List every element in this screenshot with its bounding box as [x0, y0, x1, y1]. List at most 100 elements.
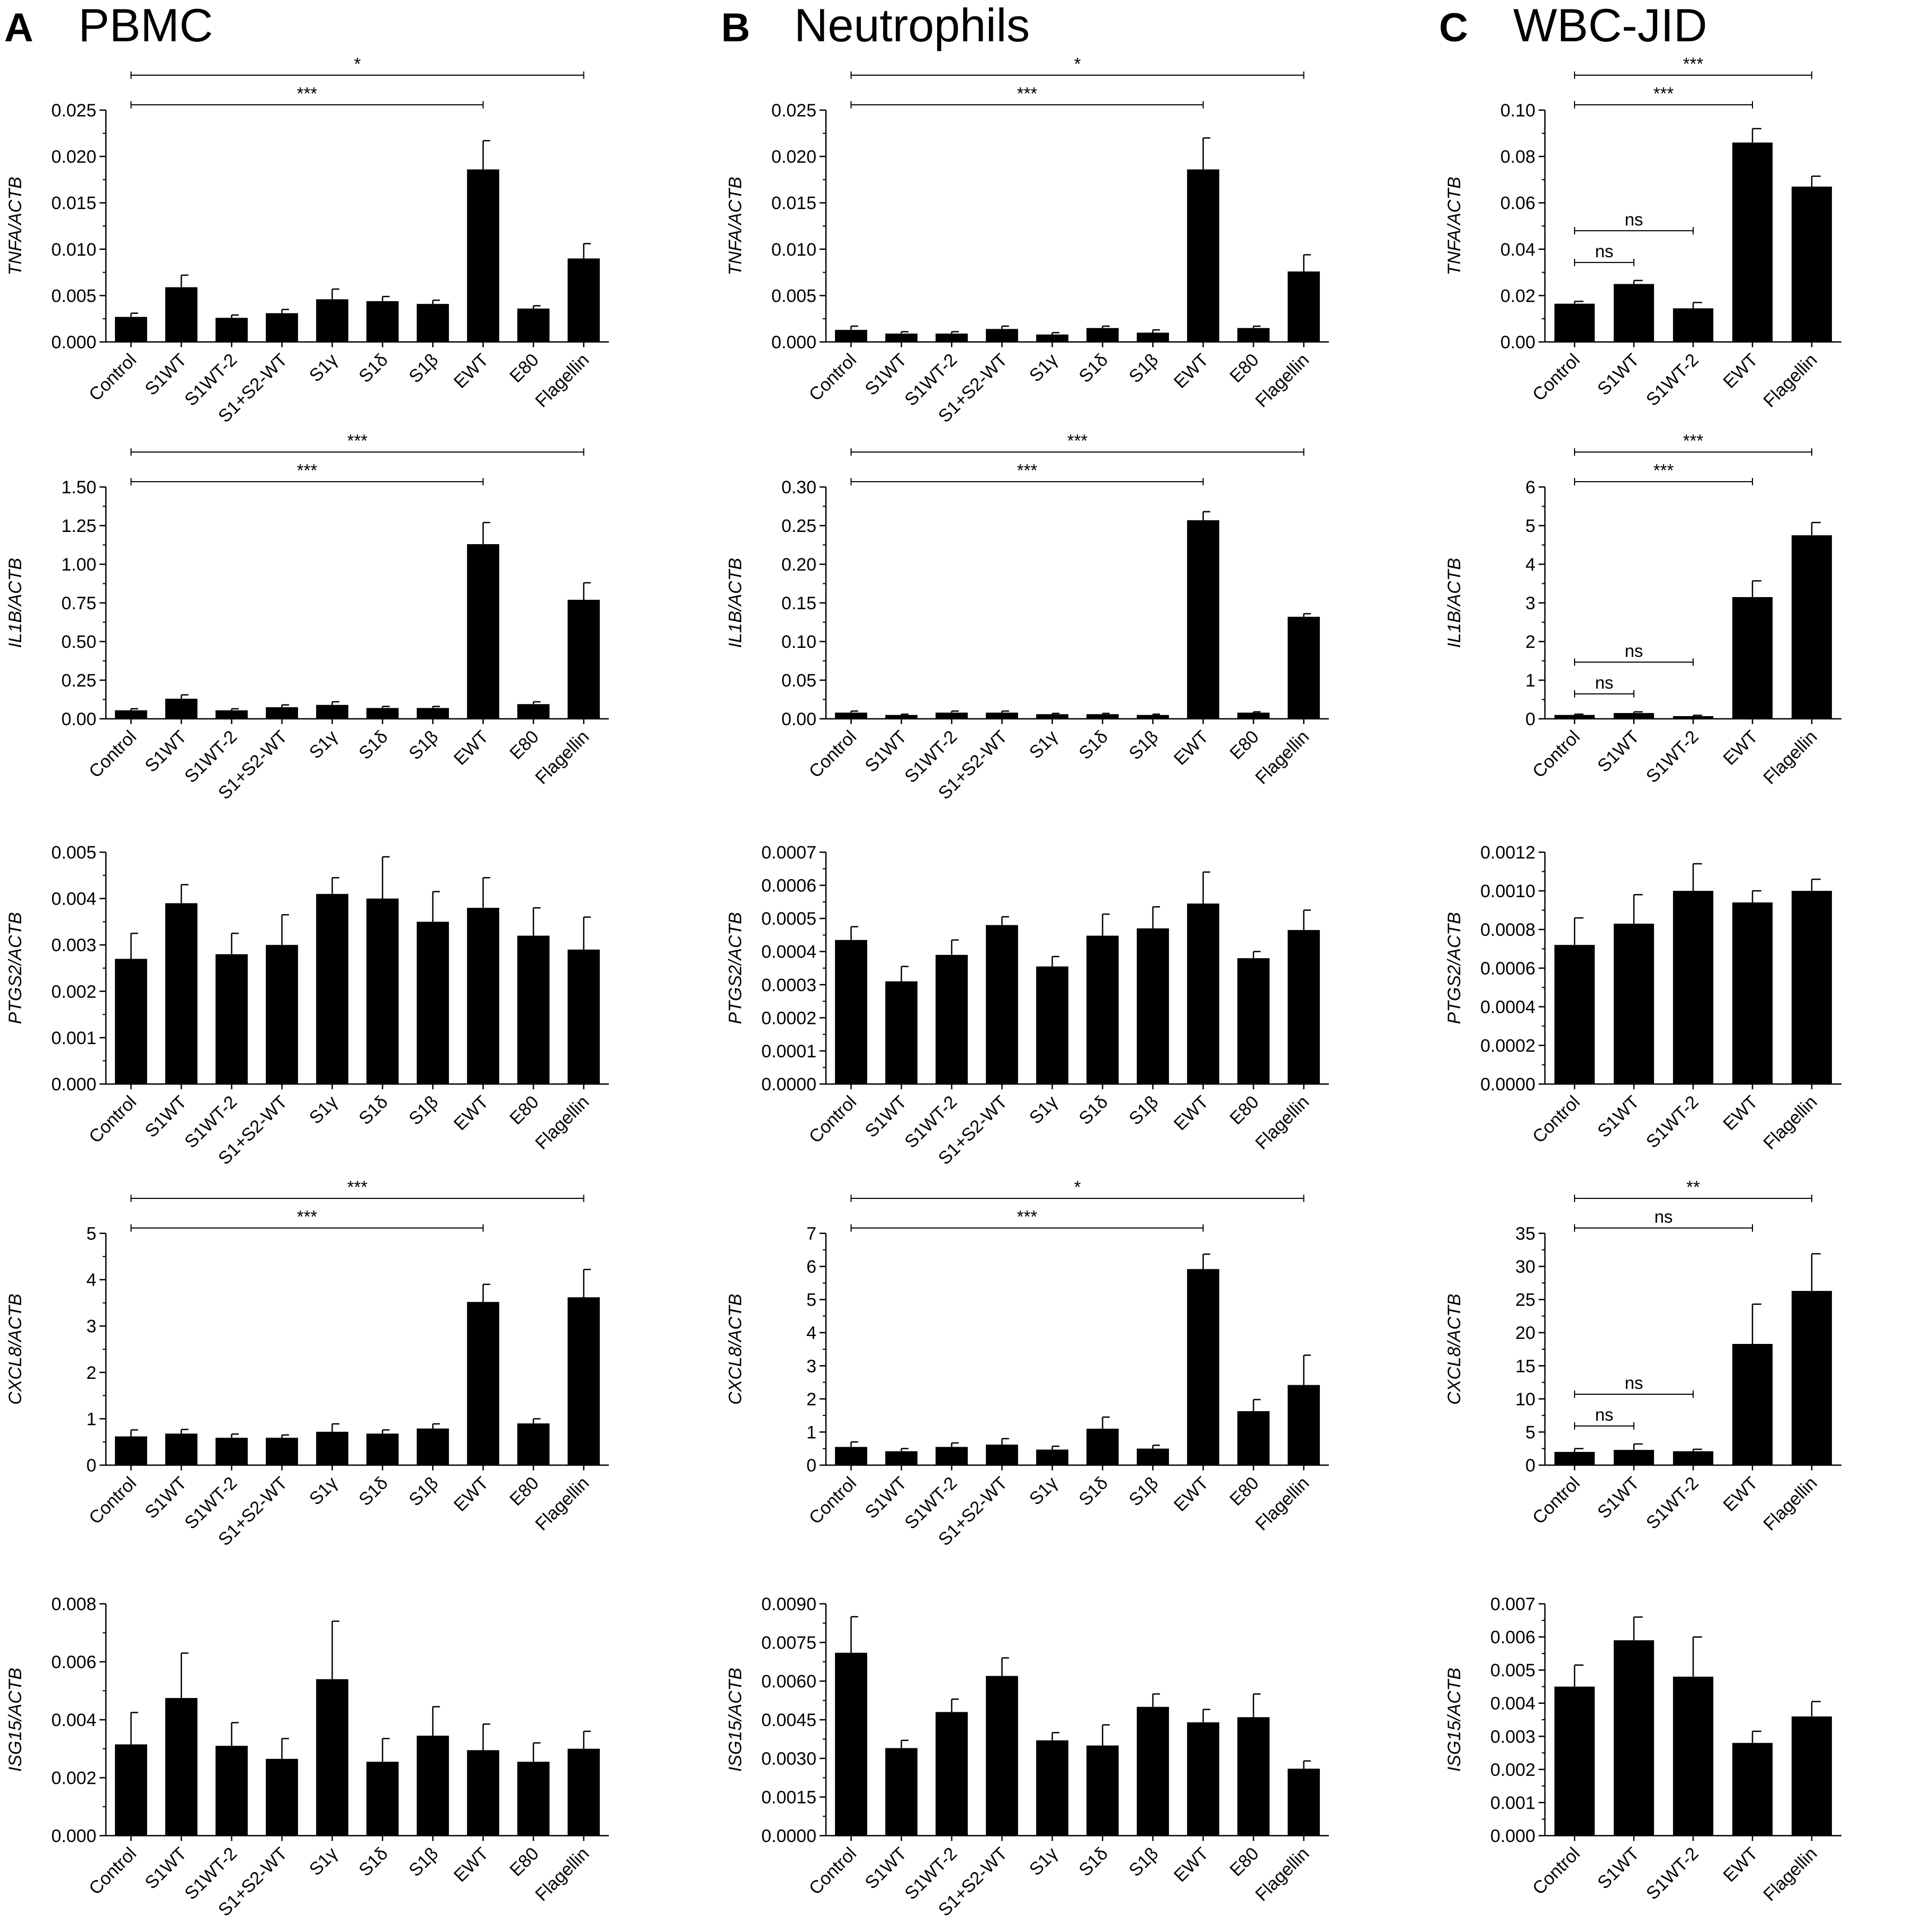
bar-s1wt	[1613, 284, 1655, 342]
y-tick-label: 0.05	[781, 671, 816, 691]
significance-label: ns	[1655, 1207, 1673, 1226]
x-tick-label-flagellin: Flagellin	[1252, 1092, 1313, 1153]
bar-s1gamma	[1036, 1449, 1068, 1465]
chart-b-ptgs2: 0.0000 0.0001 0.0002 0.0003 0.0004 0.0005 0.00…	[725, 843, 1329, 1169]
bar-ewt	[467, 1302, 499, 1465]
bar-control	[1554, 303, 1595, 342]
y-tick-label: 3	[86, 1316, 96, 1337]
y-axis-label-c-tnfa: TNFA/ACTB	[1444, 177, 1464, 275]
y-tick-label: 0	[86, 1456, 96, 1476]
x-tick-label-flagellin: Flagellin	[532, 727, 593, 788]
x-tick-label-s1wt: S1WT	[1594, 1473, 1643, 1523]
y-tick-label: 0.0005	[761, 909, 816, 929]
panel-letter-c: C	[1439, 5, 1468, 50]
bar-s1gamma	[316, 893, 348, 1084]
y-tick-label: 0.010	[771, 240, 816, 260]
x-tick-label-e80: E80	[506, 1092, 543, 1129]
bar-ewt	[1187, 1722, 1219, 1836]
y-tick-label: 0.015	[51, 193, 96, 213]
x-tick-label-control: Control	[805, 727, 860, 782]
significance-bracket: ***	[850, 461, 1204, 485]
x-tick-label-s1wt-2: S1WT-2	[1642, 727, 1703, 787]
bar-s1gamma	[1036, 714, 1068, 719]
x-tick-label-flagellin: Flagellin	[532, 1092, 593, 1153]
y-tick-label: 0	[1525, 1456, 1535, 1476]
panel-a-header: A PBMC	[4, 0, 213, 51]
x-tick-label-s1beta: S1β	[405, 727, 442, 764]
x-tick-label-flagellin: Flagellin	[1759, 1473, 1821, 1534]
significance-bracket: **	[1574, 1177, 1812, 1202]
y-axis-label-b-tnfa: TNFA/ACTB	[725, 177, 745, 275]
significance-bracket: ***	[130, 1177, 585, 1202]
chart-a-tnfa: 0.000 0.005 0.010 0.015 0.020 0.025 TNFA/ACTB C…	[5, 54, 609, 427]
y-tick-label: 7	[806, 1224, 816, 1244]
bar-ewt	[1732, 1743, 1773, 1836]
bar-s1delta	[366, 708, 399, 719]
bar-control	[115, 1436, 147, 1465]
y-tick-label: 15	[1515, 1356, 1535, 1376]
bar-flagellin	[1791, 1716, 1832, 1836]
x-tick-label-s1wt: S1WT	[861, 1092, 911, 1142]
y-tick-label: 0.0007	[761, 843, 816, 863]
x-tick-label-ewt: EWT	[1170, 727, 1212, 769]
y-tick-label: 0.015	[771, 193, 816, 213]
y-tick-label: 0.006	[51, 1653, 96, 1673]
y-tick-label: 0.003	[51, 935, 96, 955]
bar-s1beta	[417, 922, 449, 1084]
bar-s1delta	[1086, 935, 1119, 1084]
bar-flagellin	[1288, 617, 1320, 719]
significance-bracket: ns	[1574, 673, 1634, 698]
chart-c-isg15: 0.000 0.001 0.002 0.003 0.004 0.005 0.006 0.007…	[1444, 1594, 1841, 1905]
x-tick-label-s1gamma: S1γ	[305, 1473, 341, 1509]
x-tick-label-ewt: EWT	[1170, 1844, 1212, 1886]
y-tick-label: 4	[86, 1270, 96, 1290]
y-tick-label: 0.00	[61, 709, 96, 729]
bar-ewt	[1187, 1269, 1219, 1465]
y-tick-label: 0.75	[61, 593, 96, 613]
significance-bracket: ***	[1574, 84, 1753, 109]
bar-s1wt-2	[215, 1438, 248, 1465]
panel-title-c: WBC-JID	[1513, 0, 1707, 51]
x-tick-label-flagellin: Flagellin	[532, 1844, 593, 1905]
y-tick-label: 0.003	[1490, 1727, 1535, 1747]
x-tick-label-ewt: EWT	[1719, 727, 1761, 769]
y-tick-label: 0.004	[1490, 1694, 1535, 1714]
y-tick-label: 1.50	[61, 477, 96, 498]
x-tick-label-flagellin: Flagellin	[1252, 350, 1313, 411]
y-tick-label: 5	[1525, 516, 1535, 536]
x-tick-label-e80: E80	[506, 727, 543, 764]
y-axis-label-c-ptgs2: PTGS2/ACTB	[1444, 912, 1464, 1024]
x-tick-label-s1wt: S1WT	[861, 727, 911, 777]
panel-b-header: B Neutrophils	[721, 0, 1030, 51]
y-tick-label: 1	[86, 1409, 96, 1429]
x-tick-label-e80: E80	[1226, 1092, 1263, 1129]
x-tick-label-control: Control	[805, 350, 860, 405]
x-tick-label-flagellin: Flagellin	[1759, 1844, 1821, 1905]
y-tick-label: 0.002	[51, 1768, 96, 1789]
y-tick-label: 35	[1515, 1224, 1535, 1244]
bar-e80	[517, 704, 550, 719]
x-tick-label-control: Control	[1529, 1473, 1584, 1528]
bar-s1delta	[366, 1762, 399, 1836]
bar-s1beta	[417, 304, 449, 342]
bar-s1delta	[1086, 714, 1119, 719]
x-tick-label-s1delta: S1δ	[1075, 1473, 1112, 1510]
significance-label: ***	[1017, 84, 1038, 103]
y-tick-label: 0.0012	[1480, 843, 1535, 863]
y-axis-label-a-il1b: IL1B/ACTB	[5, 558, 25, 648]
x-tick-label-s1wt-2: S1WT-2	[1642, 1473, 1703, 1533]
x-tick-label-s1beta: S1β	[1125, 727, 1162, 764]
x-tick-label-s1gamma: S1γ	[1026, 350, 1062, 386]
y-tick-label: 0.000	[51, 1075, 96, 1095]
bar-s1wt-2	[215, 318, 248, 342]
bar-s1-plus-s2-wt	[986, 1445, 1018, 1465]
bar-s1wt-2	[215, 710, 248, 719]
y-tick-label: 0.02	[1500, 286, 1535, 306]
bar-s1gamma	[316, 705, 348, 719]
x-tick-label-s1wt: S1WT	[141, 1092, 191, 1142]
x-tick-label-control: Control	[85, 727, 140, 782]
y-axis-label-a-cxcl8: CXCL8/ACTB	[5, 1294, 25, 1405]
bar-s1wt	[1613, 1640, 1655, 1836]
bar-s1gamma	[1036, 1740, 1068, 1836]
